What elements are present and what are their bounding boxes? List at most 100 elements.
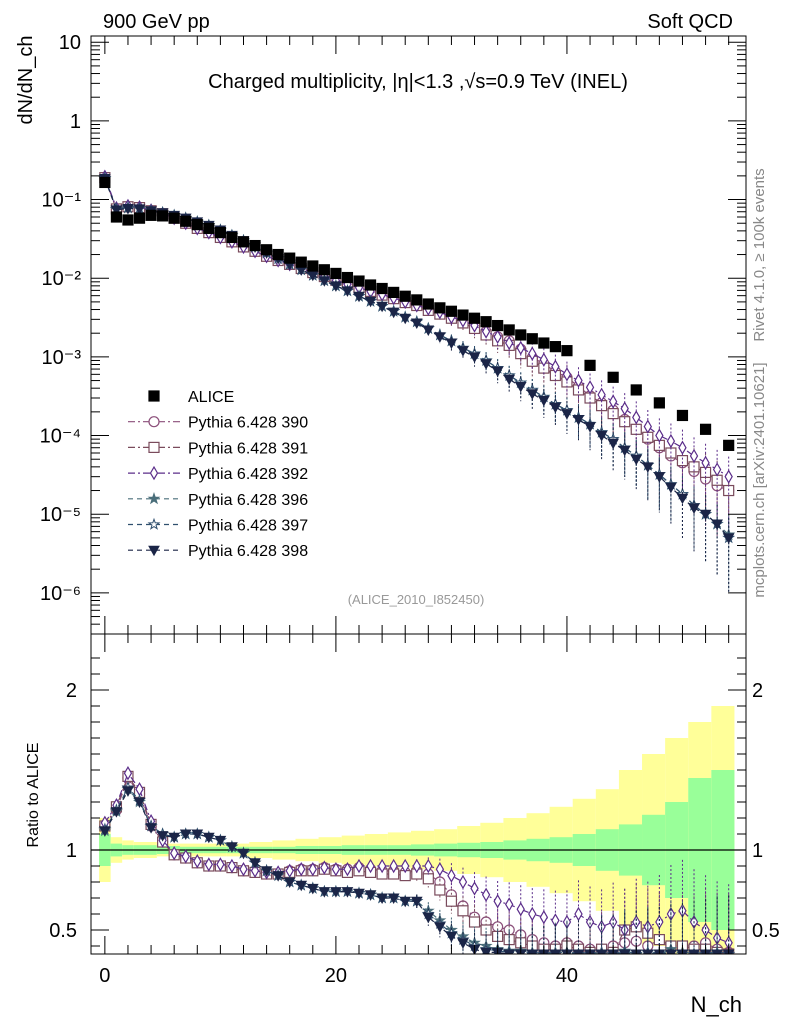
data-point bbox=[653, 397, 665, 409]
data-point bbox=[574, 373, 583, 388]
ratio-point bbox=[470, 881, 479, 896]
y-tick-label: 10⁻⁶ bbox=[40, 583, 81, 605]
data-point bbox=[307, 260, 319, 272]
ratio-point bbox=[318, 887, 331, 898]
data-point bbox=[653, 472, 666, 483]
data-point bbox=[549, 402, 562, 414]
data-point bbox=[284, 252, 296, 264]
data-point bbox=[99, 176, 111, 189]
data-point bbox=[157, 210, 169, 222]
data-point bbox=[515, 329, 527, 341]
data-point bbox=[585, 380, 595, 395]
ratio-point bbox=[493, 894, 502, 909]
data-point bbox=[630, 454, 643, 466]
data-point bbox=[676, 455, 689, 467]
data-point bbox=[376, 282, 388, 295]
data-point bbox=[584, 359, 596, 371]
data-point bbox=[133, 212, 146, 224]
ratio-point bbox=[399, 896, 412, 908]
ratio-point bbox=[445, 931, 458, 943]
ratio-point bbox=[434, 884, 446, 896]
ratio-point bbox=[227, 858, 237, 874]
data-point bbox=[699, 509, 712, 521]
data-point bbox=[676, 493, 689, 505]
data-point bbox=[272, 248, 284, 261]
header-right-label: Soft QCD bbox=[647, 11, 733, 33]
ratio-point bbox=[572, 949, 585, 954]
data-point bbox=[516, 340, 525, 356]
data-point bbox=[597, 387, 606, 402]
data-point bbox=[630, 384, 642, 396]
ratio-point bbox=[504, 897, 514, 912]
mcplots-label: mcplots.cern.ch [arXiv:2401.10621] bbox=[751, 362, 768, 597]
ratio-point bbox=[216, 857, 225, 872]
data-point bbox=[411, 294, 423, 306]
ratio-point bbox=[422, 912, 435, 924]
ratio-point bbox=[239, 862, 248, 877]
data-point bbox=[504, 335, 514, 351]
data-point bbox=[666, 433, 676, 449]
data-point bbox=[318, 276, 331, 287]
data-point bbox=[538, 337, 550, 349]
ratio-point bbox=[526, 949, 539, 954]
data-point bbox=[445, 338, 458, 350]
legend-entry: Pythia 6.428 390 bbox=[128, 415, 308, 432]
data-point bbox=[434, 332, 446, 343]
data-point bbox=[480, 359, 492, 370]
ratio-point bbox=[354, 858, 364, 874]
ratio-point bbox=[445, 895, 458, 907]
legend-marker bbox=[149, 465, 159, 481]
ratio-point bbox=[320, 860, 329, 875]
legend-marker bbox=[148, 390, 160, 402]
data-point bbox=[526, 389, 539, 400]
data-point bbox=[701, 455, 710, 471]
ratio-point bbox=[331, 862, 341, 877]
ratio-y-tick-label: 2 bbox=[66, 680, 77, 702]
data-point bbox=[180, 215, 192, 227]
ratio-point bbox=[585, 914, 595, 930]
data-point bbox=[699, 423, 712, 435]
data-point bbox=[341, 286, 354, 297]
ratio-point bbox=[249, 858, 261, 869]
data-point bbox=[422, 298, 434, 310]
data-point bbox=[678, 440, 687, 455]
data-point bbox=[330, 267, 342, 280]
ratio-point bbox=[468, 916, 481, 928]
data-point bbox=[388, 286, 400, 299]
data-point bbox=[584, 422, 596, 433]
data-point bbox=[330, 281, 342, 292]
y-tick-label: 10⁻² bbox=[42, 268, 82, 290]
ratio-point bbox=[665, 949, 677, 954]
y-tick-label: 10⁻⁵ bbox=[40, 504, 81, 526]
data-point bbox=[191, 219, 203, 231]
ratio-point bbox=[202, 832, 215, 844]
x-tick-label: 20 bbox=[325, 965, 347, 987]
data-point bbox=[445, 305, 458, 317]
ratio-point bbox=[181, 849, 190, 864]
ratio-point bbox=[457, 938, 469, 949]
data-point bbox=[353, 291, 365, 303]
ratio-point bbox=[458, 874, 468, 890]
ratio-point bbox=[226, 842, 238, 853]
data-point bbox=[724, 469, 733, 484]
data-point bbox=[376, 301, 388, 313]
data-point bbox=[122, 214, 134, 226]
data-point bbox=[607, 438, 620, 450]
data-point bbox=[353, 275, 365, 287]
rivet-version-label: Rivet 4.1.0, ≥ 100k events bbox=[751, 168, 768, 341]
data-point bbox=[526, 333, 538, 345]
ratio-point bbox=[376, 893, 388, 905]
ratio-point bbox=[110, 807, 123, 818]
data-point bbox=[341, 271, 354, 284]
ratio-point bbox=[608, 914, 618, 930]
data-point bbox=[295, 256, 307, 268]
data-point bbox=[503, 374, 516, 386]
data-point bbox=[618, 445, 631, 457]
data-point bbox=[620, 401, 629, 416]
data-point bbox=[203, 222, 215, 234]
ratio-point bbox=[366, 858, 375, 874]
ratio-point bbox=[618, 949, 631, 954]
data-point bbox=[468, 352, 481, 363]
ratio-point bbox=[330, 887, 342, 898]
ratio-point bbox=[156, 831, 169, 842]
